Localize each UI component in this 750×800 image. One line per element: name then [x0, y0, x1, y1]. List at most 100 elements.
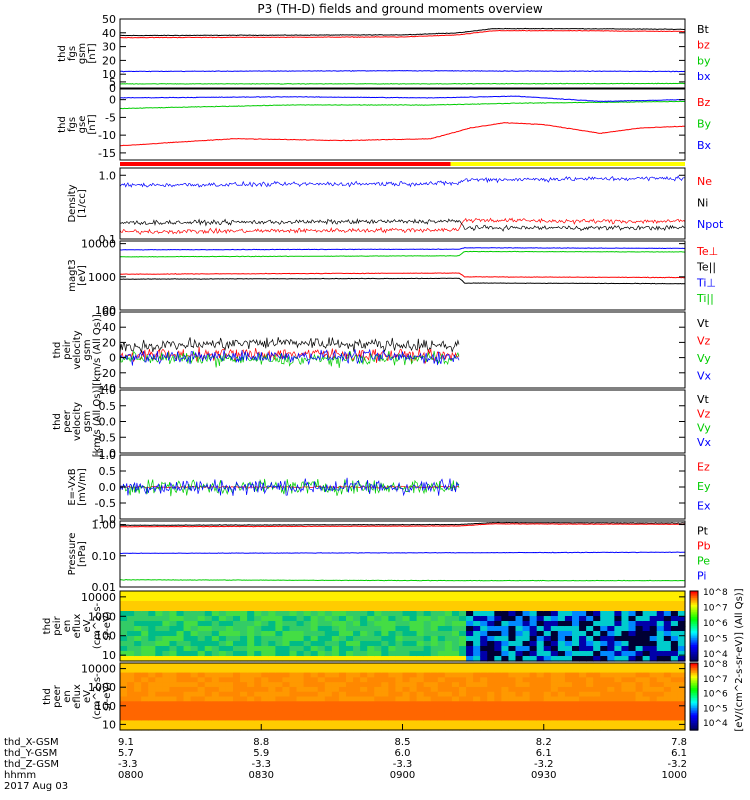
heatmap-cell	[593, 701, 601, 707]
heatmap-cell	[663, 691, 672, 698]
heatmap-cell	[261, 606, 269, 612]
heatmap-cell	[381, 621, 389, 627]
heatmap-cell	[211, 720, 220, 726]
heatmap-cell	[663, 667, 672, 674]
heatmap-cell	[254, 611, 262, 617]
colorbar-cell	[690, 716, 698, 720]
heatmap-cell	[515, 601, 524, 607]
heatmap-cell	[466, 667, 474, 674]
heatmap-cell	[473, 621, 481, 627]
y-tick-label: 0.0	[99, 416, 117, 429]
heatmap-cell	[656, 706, 665, 712]
heatmap-cell	[557, 663, 566, 669]
y-tick-label: 1000	[88, 610, 116, 623]
x-tick-label: 8.8	[253, 737, 269, 748]
heatmap-cell	[536, 656, 545, 662]
heatmap-cell	[586, 616, 594, 622]
heatmap-cell	[155, 706, 163, 712]
heatmap-cell	[607, 616, 615, 622]
heatmap-cell	[550, 626, 559, 632]
heatmap-cell	[543, 606, 552, 612]
heatmap-cell	[169, 601, 178, 607]
heatmap-cell	[346, 701, 354, 707]
heatmap-cell	[656, 677, 665, 683]
heatmap-cell	[162, 616, 171, 622]
heatmap-cell	[282, 626, 291, 632]
heatmap-cell	[642, 611, 651, 617]
heatmap-cell	[607, 677, 615, 683]
y-axis-label-line: (cm^2-s-	[92, 602, 103, 649]
heatmap-cell	[261, 672, 269, 678]
heatmap-cell	[388, 591, 397, 597]
heatmap-cell	[331, 646, 340, 652]
heatmap-cell	[261, 691, 269, 698]
colorbar-cell	[690, 645, 698, 648]
heatmap-cell	[614, 715, 623, 722]
heatmap-cell	[628, 641, 637, 647]
heatmap-cell	[416, 596, 425, 602]
heatmap-cell	[233, 631, 241, 637]
heatmap-cell	[543, 663, 552, 669]
heatmap-cell	[564, 686, 573, 693]
heatmap-cell	[508, 715, 517, 722]
heatmap-cell	[550, 636, 559, 642]
heatmap-cell	[183, 591, 192, 597]
heatmap-cell	[275, 601, 284, 607]
heatmap-cell	[183, 646, 192, 652]
heatmap-cell	[169, 686, 178, 693]
heatmap-cell	[197, 606, 206, 612]
heatmap-cell	[141, 682, 149, 688]
x-tick-label: -3.2	[667, 759, 687, 770]
colorbar-cell	[690, 708, 698, 711]
colorbar-cell	[690, 659, 698, 662]
heatmap-cell	[275, 596, 284, 602]
heatmap-cell	[169, 656, 178, 662]
heatmap-cell	[656, 691, 665, 698]
heatmap-cell	[459, 725, 467, 731]
heatmap-cell	[501, 725, 510, 731]
heatmap-cell	[346, 621, 354, 627]
heatmap-cell	[451, 725, 460, 731]
heatmap-cell	[282, 636, 291, 642]
heatmap-cell	[677, 611, 686, 617]
heatmap-cell	[444, 621, 453, 627]
heatmap-cell	[437, 611, 446, 617]
heatmap-cell	[240, 636, 248, 642]
colorbar-cell	[690, 653, 698, 657]
heatmap-cell	[289, 606, 298, 612]
heatmap-cell	[141, 691, 149, 698]
heatmap-cell	[218, 631, 227, 637]
heatmap-cell	[635, 601, 644, 607]
heatmap-cell	[572, 636, 580, 642]
heatmap-cell	[437, 621, 446, 627]
heatmap-cell	[296, 651, 305, 657]
heatmap-cell	[282, 710, 291, 717]
heatmap-cell	[621, 611, 630, 617]
heatmap-cell	[176, 641, 185, 647]
heatmap-cell	[621, 677, 630, 683]
heatmap-cell	[148, 725, 156, 731]
heatmap-cell	[225, 626, 234, 632]
heatmap-cell	[670, 621, 679, 627]
heatmap-cell	[254, 720, 262, 726]
heatmap-cell	[536, 710, 545, 717]
y-axis-label-line: Pressure	[67, 533, 78, 576]
heatmap-cell	[261, 596, 269, 602]
heatmap-cell	[183, 686, 192, 693]
heatmap-cell	[649, 715, 658, 722]
heatmap-cell	[494, 626, 502, 632]
heatmap-cell	[268, 677, 276, 683]
heatmap-cell	[190, 667, 199, 674]
heatmap-cell	[282, 641, 291, 647]
heatmap-cell	[317, 601, 326, 607]
heatmap-cell	[572, 591, 580, 597]
series-line-By	[119, 100, 685, 110]
heatmap-cell	[247, 672, 255, 678]
heatmap-cells-peer_eflux	[120, 663, 686, 731]
heatmap-cell	[225, 631, 234, 637]
heatmap-cell	[360, 725, 368, 731]
y-tick-label: -5	[105, 111, 116, 124]
heatmap-cell	[190, 691, 199, 698]
heatmap-cell	[621, 656, 630, 662]
